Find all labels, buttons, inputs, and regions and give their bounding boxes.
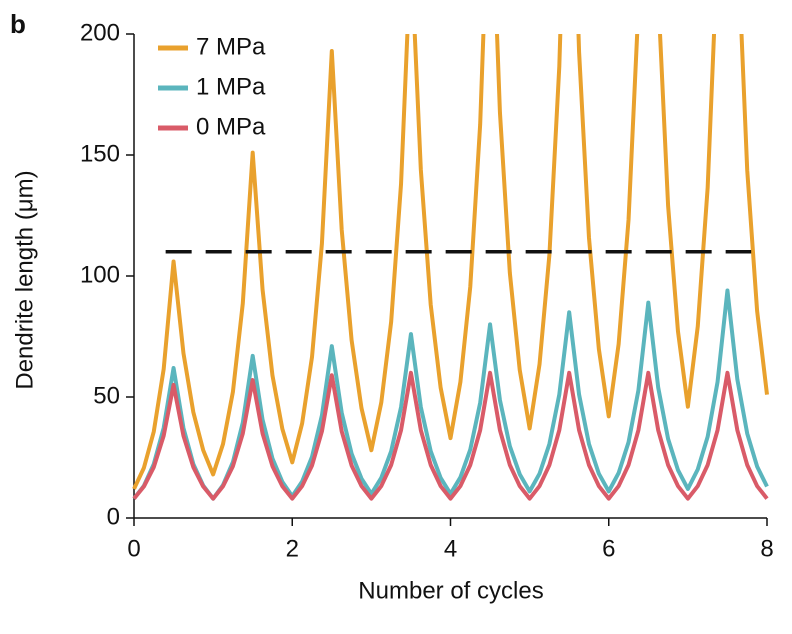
legend-label: 7 MPa bbox=[196, 33, 266, 60]
series-line bbox=[132, 370, 769, 501]
legend-label: 1 MPa bbox=[196, 73, 266, 100]
plot-area bbox=[132, 34, 769, 501]
series-line bbox=[132, 34, 769, 490]
x-tick-label: 8 bbox=[760, 535, 773, 562]
y-tick-label: 100 bbox=[80, 261, 120, 288]
x-axis-label: Number of cycles bbox=[358, 577, 543, 604]
y-tick-label: 0 bbox=[107, 503, 120, 530]
x-tick-label: 4 bbox=[444, 535, 457, 562]
panel-label: b bbox=[10, 9, 26, 39]
x-tick-label: 2 bbox=[286, 535, 299, 562]
y-axis-label: Dendrite length (μm) bbox=[11, 170, 38, 389]
y-tick-label: 150 bbox=[80, 140, 120, 167]
series-line bbox=[132, 288, 769, 501]
x-tick-label: 0 bbox=[127, 535, 140, 562]
x-tick-label: 6 bbox=[602, 535, 615, 562]
y-tick-label: 50 bbox=[93, 382, 120, 409]
legend-label: 0 MPa bbox=[196, 113, 266, 140]
y-tick-label: 200 bbox=[80, 19, 120, 46]
